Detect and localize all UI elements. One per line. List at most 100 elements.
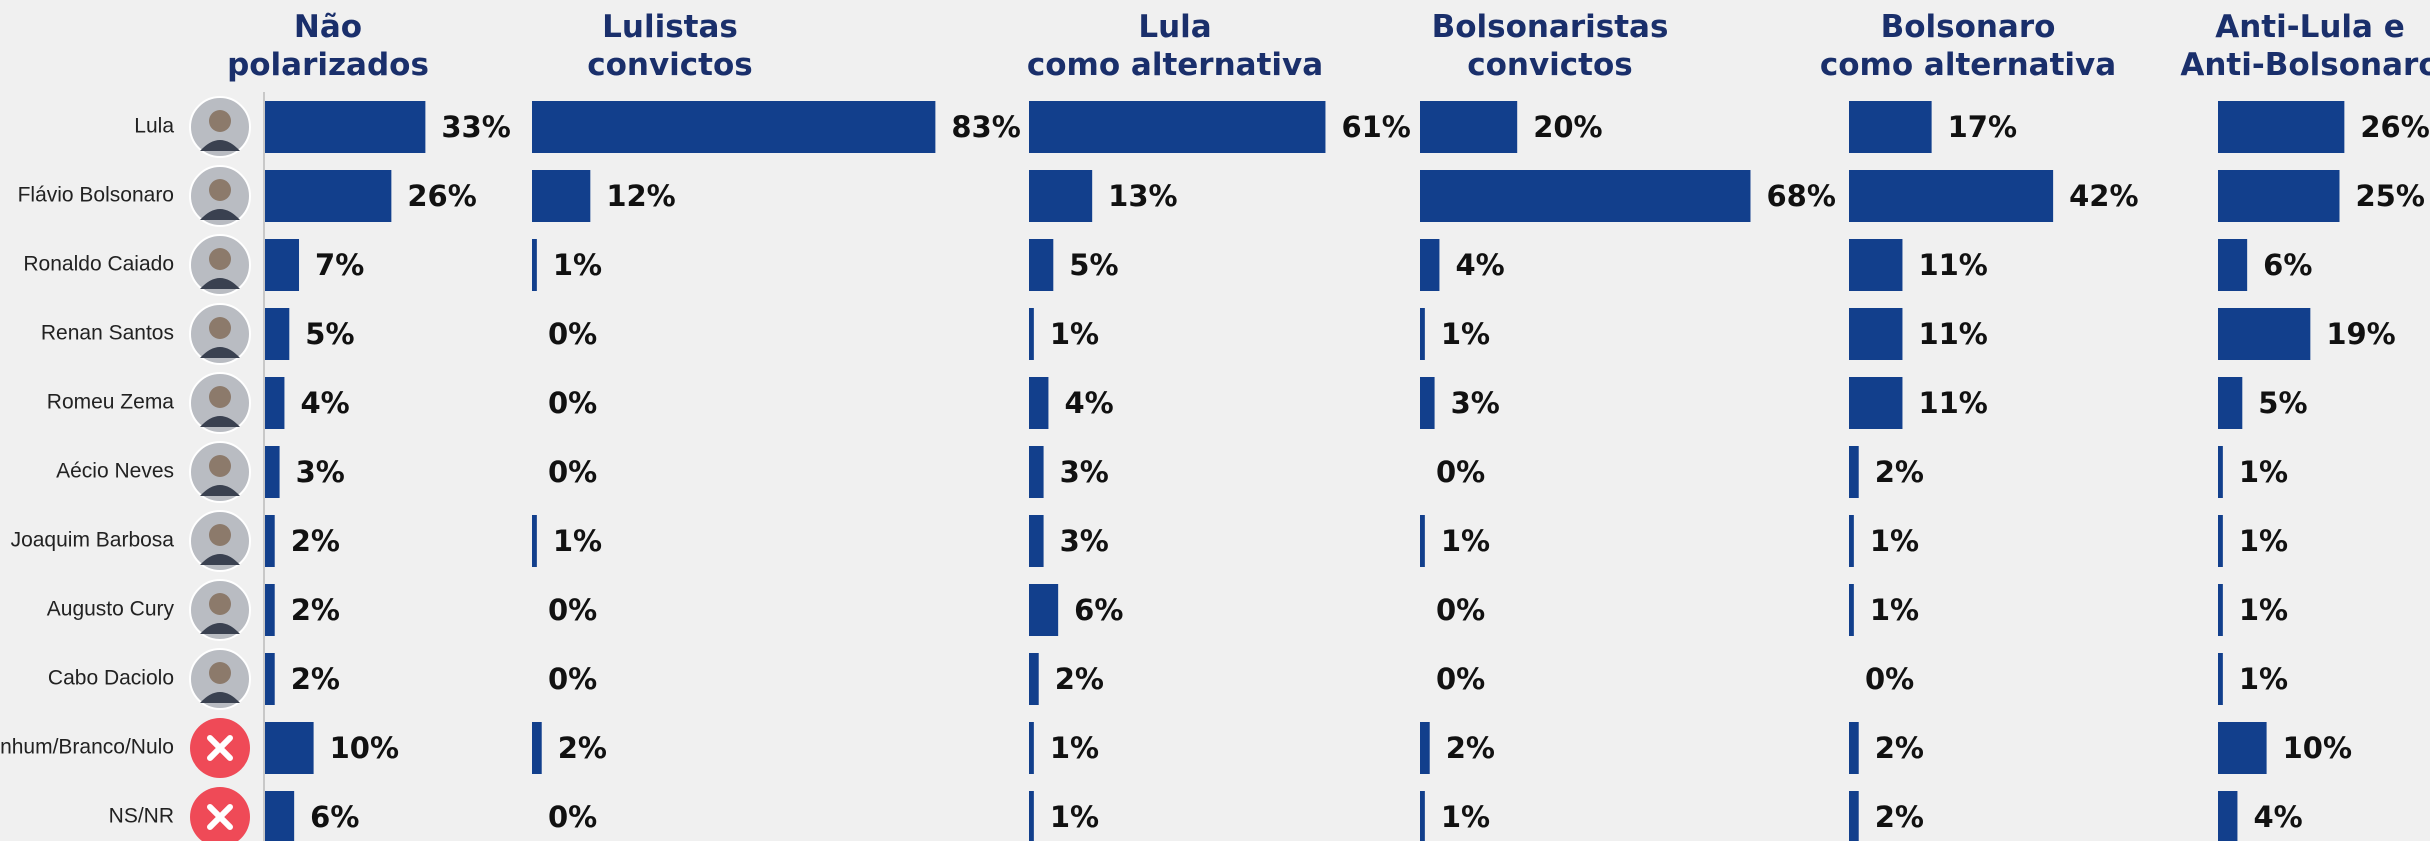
value-label: 10% [2283,731,2352,765]
bar [532,515,537,567]
value-label: 2% [1875,800,1924,834]
bar [2218,791,2238,841]
value-label: 1% [2239,455,2288,489]
value-label: 0% [548,593,597,627]
category-label: Aécio Neves [56,460,174,483]
value-label: 5% [2258,386,2307,420]
bar [265,584,275,636]
panel-title: Lula como alternativa [1026,9,1324,83]
value-label: 2% [1875,455,1924,489]
avatar-body [200,485,240,496]
bar [1029,515,1044,567]
avatar-head [209,593,231,615]
value-label: 1% [2239,662,2288,696]
avatar-head [209,110,231,132]
value-label: 17% [1948,110,2017,144]
bar [532,239,537,291]
bar [1849,101,1932,153]
value-label: 2% [1055,662,1104,696]
value-label: 6% [310,800,359,834]
value-label: 61% [1341,110,1410,144]
bar [1029,239,1054,291]
avatar-head [209,455,231,477]
avatar-head [209,248,231,270]
avatar-body [200,692,240,703]
value-label: 0% [1436,662,1485,696]
avatar-body [200,416,240,427]
value-label: 1% [1050,317,1099,351]
value-label: 1% [1870,524,1919,558]
bar [1849,377,1903,429]
bar [1849,515,1854,567]
value-label: 5% [1069,248,1118,282]
bar [265,101,426,153]
value-label: 3% [296,455,345,489]
value-label: 12% [606,179,675,213]
value-label: 25% [2356,179,2425,213]
value-label: 26% [2360,110,2429,144]
value-label: 1% [553,524,602,558]
value-label: 10% [330,731,399,765]
bar [265,377,285,429]
bar [1420,101,1518,153]
bar [265,791,295,841]
avatar-body [200,140,240,151]
value-label: 1% [2239,524,2288,558]
bar [1420,308,1425,360]
value-label: 1% [1870,593,1919,627]
x-icon [207,804,233,830]
avatar-head [209,179,231,201]
value-label: 4% [2253,800,2302,834]
value-label: 6% [1074,593,1123,627]
value-label: 0% [548,386,597,420]
value-label: 4% [1455,248,1504,282]
bar [1849,170,2054,222]
bar [2218,653,2223,705]
avatar-head [209,386,231,408]
value-label: 2% [291,593,340,627]
panel-title: Anti-Lula e Anti-Bolsonaro [2180,9,2430,83]
value-label: 1% [1050,800,1099,834]
avatar-body [200,554,240,565]
bar [265,239,300,291]
panel-title: Lulistas convictos [587,9,753,83]
bar [265,722,314,774]
bar [2218,170,2340,222]
value-label: 1% [1441,800,1490,834]
category-label: Ronaldo Caiado [23,253,174,276]
panel-title: Bolsonaro como alternativa [1819,9,2117,83]
bar [532,101,936,153]
value-label: 0% [548,800,597,834]
value-label: 1% [2239,593,2288,627]
bar [265,653,275,705]
bar [2218,239,2248,291]
bar [1029,584,1059,636]
value-label: 2% [558,731,607,765]
bar [532,170,591,222]
bar [1420,239,1440,291]
value-label: 0% [548,317,597,351]
value-label: 83% [951,110,1020,144]
value-label: 68% [1766,179,1835,213]
value-label: 42% [2069,179,2138,213]
bar [265,515,275,567]
value-label: 0% [1865,662,1914,696]
bar [265,308,290,360]
category-label: Lula [134,115,174,138]
value-label: 6% [2263,248,2312,282]
x-icon [207,735,233,761]
value-label: 1% [1441,317,1490,351]
bar [1029,170,1093,222]
value-label: 26% [407,179,476,213]
category-label: Romeu Zema [47,391,175,414]
bar [2218,722,2267,774]
bar [2218,446,2223,498]
panel-title: Não polarizados [227,9,429,83]
category-label: Flávio Bolsonaro [18,184,174,207]
avatar-head [209,524,231,546]
value-label: 0% [1436,593,1485,627]
bar [1029,653,1039,705]
value-label: 11% [1918,317,1987,351]
